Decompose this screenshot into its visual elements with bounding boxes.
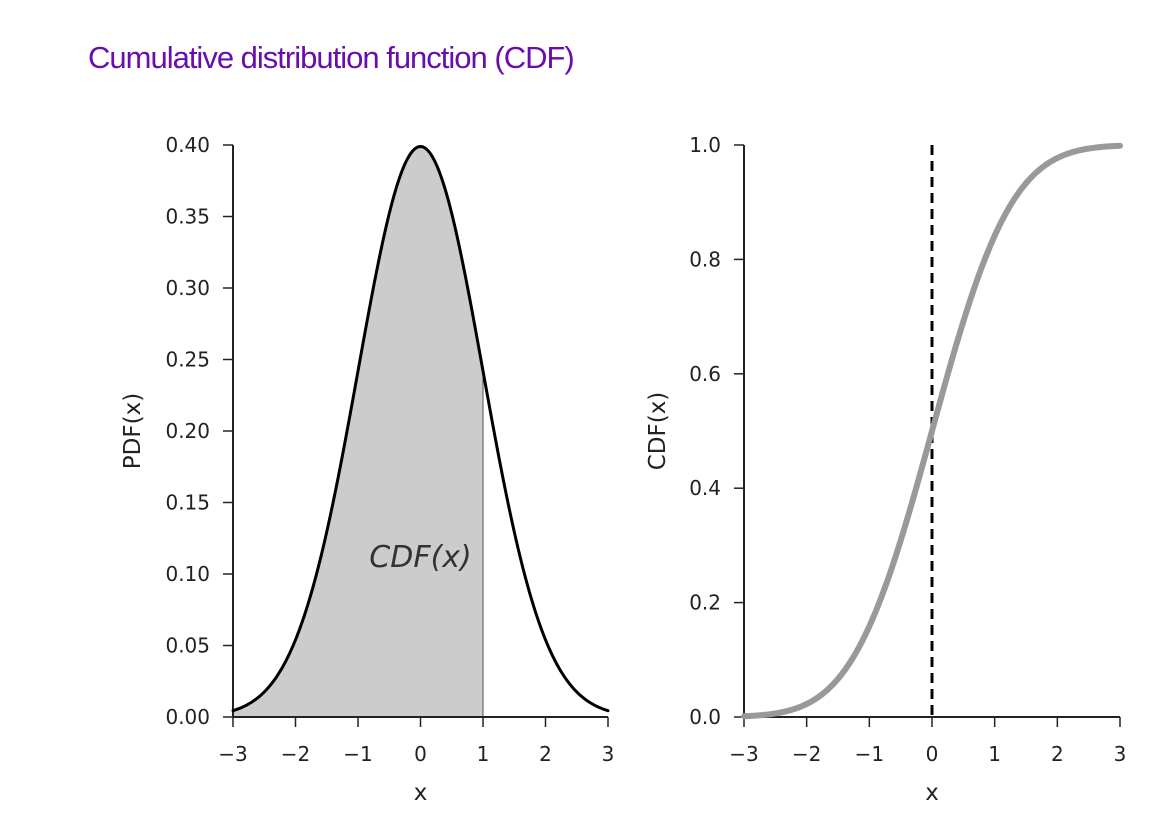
pdf-x-tick-label: 1: [477, 742, 490, 766]
cdf-x-tick-label: −2: [792, 742, 821, 766]
cdf-x-axis-label: x: [925, 780, 939, 806]
pdf-y-tick-label: 0.20: [165, 419, 210, 443]
cdf-x-tick-label: 3: [1114, 742, 1127, 766]
pdf-y-tick-label: 0.00: [165, 705, 210, 729]
pdf-x-tick-label: −1: [343, 742, 372, 766]
pdf-x-tick-label: −2: [281, 742, 310, 766]
cdf-y-tick-label: 0.2: [689, 591, 721, 615]
pdf-x-tick-label: 2: [539, 742, 552, 766]
cdf-x-tick-label: −1: [855, 742, 884, 766]
page-title: Cumulative distribution function (CDF): [88, 40, 575, 75]
cdf-area-annotation: CDF(x): [369, 540, 471, 575]
pdf-y-tick-label: 0.05: [165, 634, 210, 658]
pdf-x-tick-label: 0: [414, 742, 427, 766]
pdf-y-tick-label: 0.15: [165, 491, 210, 515]
cdf-y-axis-label: CDF(x): [645, 392, 671, 471]
pdf-chart: −3 −2 −1 0 1 2 3 0.00 0.05 0.10 0.15 0.20 0.25 0.30 0.…: [120, 133, 614, 806]
pdf-y-tick-label: 0.30: [165, 276, 210, 300]
pdf-curve: [231, 145, 610, 713]
cdf-x-tick-label: 2: [1051, 742, 1064, 766]
cdf-curve: [741, 142, 1123, 720]
cdf-y-tick-label: 1.0: [689, 133, 721, 157]
cdf-x-tick-label: −3: [729, 742, 758, 766]
cdf-x-tick-label: 1: [988, 742, 1001, 766]
pdf-y-tick-label: 0.10: [165, 562, 210, 586]
pdf-x-axis-label: x: [414, 780, 428, 806]
pdf-x-tick-label: −3: [218, 742, 247, 766]
pdf-x-tick-label: 3: [602, 742, 615, 766]
pdf-y-axis-label: PDF(x): [120, 393, 146, 469]
pdf-y-tick-label: 0.35: [165, 205, 210, 229]
pdf-shaded-area: [233, 146, 483, 717]
cdf-y-tick-label: 0.8: [689, 247, 721, 271]
cdf-x-tick-label: 0: [926, 742, 939, 766]
cdf-y-tick-label: 0.6: [689, 362, 721, 386]
cdf-y-tick-label: 0.0: [689, 705, 721, 729]
pdf-y-tick-label: 0.25: [165, 348, 210, 372]
cdf-y-tick-label: 0.4: [689, 476, 721, 500]
pdf-y-tick-label: 0.40: [165, 133, 210, 157]
cdf-chart: −3 −2 −1 0 1 2 3 0.0 0.2 0.4 0.6 0.8 1.0 x CDF(x): [645, 133, 1126, 806]
